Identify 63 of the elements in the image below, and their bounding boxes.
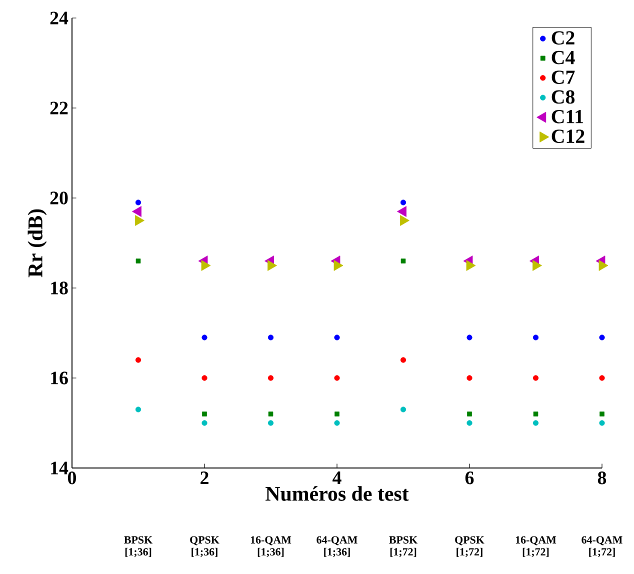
point: [136, 258, 141, 264]
point: [400, 258, 406, 264]
point: [600, 412, 604, 416]
point: [400, 200, 406, 206]
point: [202, 420, 208, 426]
legend-label: C12: [552, 130, 584, 144]
point: [466, 420, 472, 426]
point: [334, 334, 340, 340]
point: [533, 412, 538, 416]
legend-label: C8: [552, 90, 575, 104]
point: [202, 334, 208, 340]
y-axis-title: Rr (dB): [28, 209, 47, 278]
point: [135, 406, 142, 412]
point: [334, 420, 340, 426]
point: [466, 375, 472, 381]
text: QPSK [1;72]: [455, 536, 484, 558]
x-axis-title: Numéros de test: [266, 486, 409, 501]
x-tick-label: 4: [332, 472, 342, 484]
legend-label: C7: [552, 70, 575, 84]
x-tick-label: 8: [598, 472, 606, 484]
point: [334, 375, 340, 381]
point: [532, 334, 539, 340]
point: [400, 406, 406, 412]
text: 16-QAM [1;36]: [250, 536, 292, 558]
point: [334, 412, 340, 416]
point: [202, 375, 208, 381]
text: 64-QAM [1;72]: [582, 536, 622, 558]
point: [135, 200, 142, 206]
point: [400, 357, 406, 363]
point: [268, 420, 274, 426]
point: [135, 357, 142, 363]
legend-label: C4: [552, 50, 575, 64]
text: BPSK [1;36]: [124, 536, 152, 558]
x-tick-label: 0: [68, 472, 76, 484]
point: [132, 206, 142, 217]
y-tick-label: 16: [51, 372, 68, 384]
point: [599, 420, 605, 426]
text: 64-QAM [1;36]: [316, 536, 358, 558]
point: [268, 412, 274, 416]
point: [467, 412, 472, 416]
x-tick-label: 2: [200, 472, 208, 484]
y-tick-label: 24: [50, 12, 68, 24]
legend-label: C11: [552, 110, 584, 124]
y-tick-label: 18: [51, 282, 68, 294]
legend-label: C2: [552, 31, 574, 45]
point: [202, 412, 207, 416]
text: BPSK [1;72]: [389, 536, 418, 558]
point: [598, 260, 608, 271]
point: [466, 334, 472, 340]
y-tick-label: 22: [50, 102, 68, 114]
y-tick-label: 14: [51, 462, 68, 474]
point: [532, 260, 542, 271]
point: [268, 375, 274, 381]
point: [532, 375, 539, 381]
text: QPSK [1;36]: [190, 536, 220, 558]
point: [268, 334, 274, 340]
point: [397, 206, 406, 217]
point: [599, 334, 605, 340]
point: [532, 420, 539, 426]
y-tick-label: 20: [50, 192, 68, 204]
text: 16-QAM [1;72]: [516, 536, 556, 558]
point: [599, 375, 605, 381]
x-tick-label: 6: [465, 472, 474, 484]
